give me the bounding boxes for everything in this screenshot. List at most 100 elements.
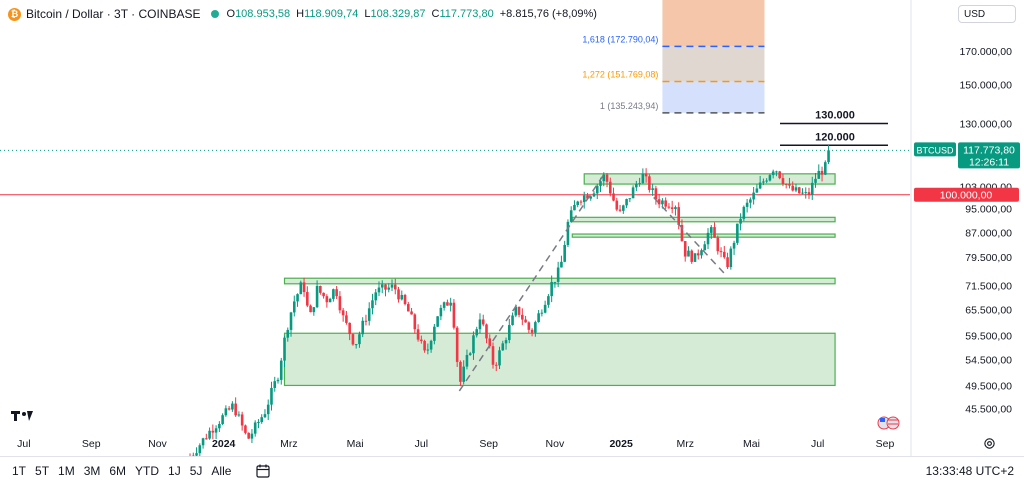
candle-body-147: [667, 206, 671, 208]
range-5y-button[interactable]: 5J: [189, 464, 203, 478]
candle-body-164: [723, 251, 726, 258]
candle-body-13: [231, 403, 234, 410]
candle-body-88: [475, 329, 479, 336]
range-1d-button[interactable]: 1T: [12, 464, 27, 478]
candle-body-82: [455, 327, 459, 362]
candle-body-161: [713, 227, 716, 238]
candle-body-5: [205, 438, 208, 440]
range-all-button[interactable]: Alle: [211, 464, 232, 478]
y-tick-label-3: 59.500,00: [965, 331, 1012, 343]
candle-body-90: [481, 319, 485, 325]
candle-body-131: [615, 200, 619, 210]
support-zone-large: [283, 332, 836, 387]
candle-body-188: [801, 192, 804, 194]
candle-body-121: [582, 195, 586, 203]
candle-body-3: [198, 445, 202, 454]
y-tick-label-2: 54.500,00: [965, 354, 1012, 366]
candle-body-44: [332, 289, 335, 299]
tradingview-logo: [11, 411, 33, 421]
candle-body-64: [397, 289, 400, 300]
candle-body-53: [361, 320, 364, 335]
symbol-title[interactable]: Bitcoin / Dollar · 3T · COINBASE: [26, 7, 201, 21]
candle-body-183: [784, 183, 788, 185]
candle-body-135: [628, 198, 632, 200]
candle-body-68: [410, 311, 413, 315]
candle-body-159: [706, 232, 710, 245]
y-tick-label-10: 130.000,00: [959, 119, 1012, 131]
candle-body-184: [788, 184, 791, 186]
range-ytd-button[interactable]: YTD: [135, 464, 160, 478]
candle-body-81: [452, 302, 456, 328]
y-tick-label-8: 95.000,00: [965, 204, 1012, 216]
candle-body-55: [367, 308, 371, 321]
x-tick-label-10: Mrz: [676, 438, 694, 450]
y-tick-label-0: 45.500,00: [965, 403, 1012, 415]
candle-body-126: [599, 181, 602, 186]
candle-body-4: [201, 438, 205, 446]
candle-body-154: [690, 250, 694, 262]
range-1y-button[interactable]: 1J: [168, 464, 181, 478]
candle-body-148: [670, 207, 674, 210]
range-1m-button[interactable]: 1M: [58, 464, 75, 478]
candle-body-196: [827, 150, 830, 163]
candle-body-56: [371, 300, 374, 309]
candles: [189, 145, 830, 456]
candle-body-32: [292, 301, 296, 313]
candle-body-69: [413, 314, 417, 330]
candle-body-190: [807, 192, 811, 196]
last-price-tag: [958, 142, 1020, 169]
candle-body-134: [625, 199, 628, 206]
zone-86k: [571, 233, 836, 238]
candle-body-157: [700, 250, 703, 256]
gear-icon[interactable]: [983, 437, 996, 450]
candle-body-127: [602, 174, 606, 182]
candle-body-8: [214, 428, 218, 433]
candle-body-84: [462, 366, 465, 382]
clock: 13:33:48 UTC+2: [925, 464, 1014, 478]
candle-body-175: [758, 182, 762, 189]
candle-body-156: [696, 253, 700, 256]
candle-body-189: [804, 192, 808, 194]
y-tick-label-4: 65.500,00: [965, 304, 1012, 316]
candle-body-29: [283, 337, 286, 361]
candle-body-39: [315, 285, 319, 308]
resistance-zone-106k: [583, 173, 836, 185]
candle-body-168: [736, 223, 739, 243]
y-tick-label-6: 79.500,00: [965, 252, 1012, 264]
candle-body-139: [641, 173, 645, 184]
candle-body-165: [726, 257, 729, 268]
candle-body-91: [485, 324, 488, 339]
candle-body-52: [358, 334, 361, 345]
x-tick-label-12: Jul: [811, 438, 824, 450]
candle-body-25: [270, 387, 273, 405]
candle-body-136: [631, 187, 635, 199]
candle-body-59: [380, 284, 384, 288]
candle-body-89: [478, 319, 482, 330]
calendar-icon[interactable]: [255, 463, 271, 479]
candle-body-170: [742, 206, 746, 219]
range-3m-button[interactable]: 3M: [83, 464, 101, 478]
candle-body-118: [573, 204, 576, 211]
candle-body-26: [273, 381, 277, 388]
range-6m-button[interactable]: 6M: [109, 464, 127, 478]
x-tick-label-2: Nov: [148, 438, 167, 450]
candle-body-191: [810, 182, 814, 196]
candle-body-98: [507, 325, 511, 341]
candle-body-174: [755, 188, 759, 193]
candle-body-141: [648, 176, 651, 190]
candle-body-77: [439, 307, 443, 317]
candle-body-137: [635, 183, 638, 188]
currency-select[interactable]: USD: [958, 5, 1016, 23]
candle-body-104: [527, 322, 531, 330]
x-tick-label-9: 2025: [609, 438, 633, 450]
symbol-tag: [914, 142, 956, 157]
candle-body-66: [403, 294, 407, 305]
candle-body-167: [732, 242, 736, 249]
range-5d-button[interactable]: 5T: [35, 464, 50, 478]
candle-body-14: [234, 403, 237, 416]
candle-body-112: [553, 281, 557, 283]
price-chart[interactable]: 1,618 (172.790,04) 1,272 (151.769,08) 1 (1…: [0, 0, 1024, 456]
candle-body-123: [589, 196, 593, 199]
candle-body-17: [244, 425, 247, 433]
candle-body-176: [762, 181, 765, 183]
